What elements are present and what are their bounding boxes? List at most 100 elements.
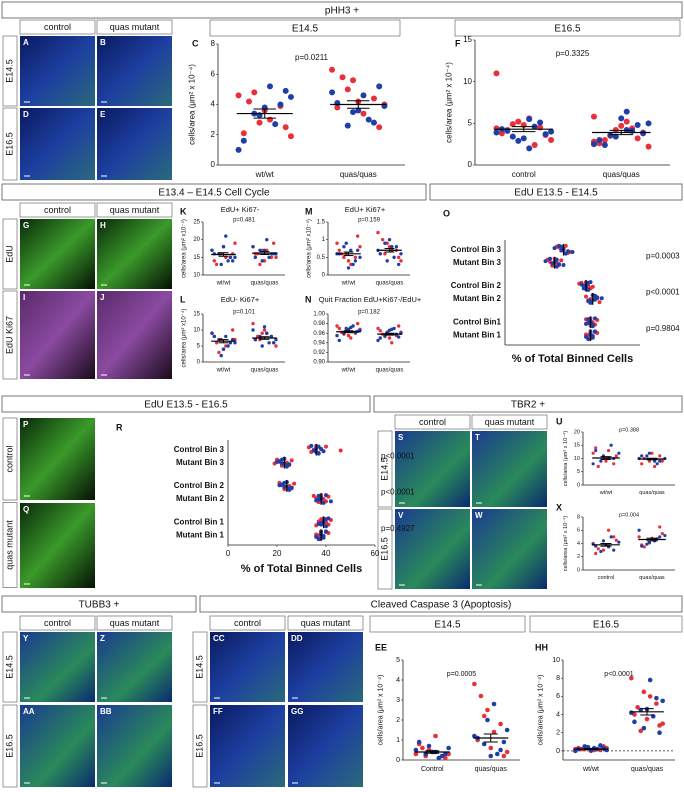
data-point [599,549,603,554]
data-point [599,296,604,301]
data-point [654,695,659,701]
data-point [599,459,603,463]
y-tick-label: 0 [468,160,473,169]
data-point [396,262,401,267]
panel-letter: W [475,511,483,520]
data-point [282,87,289,94]
data-point [478,693,484,699]
data-point [262,328,267,332]
y-tick-label: 6 [556,693,560,700]
section-title: Cleaved Caspase 3 (Apoptosis) [371,600,512,611]
data-point [399,252,403,256]
data-point [233,255,237,260]
y-tick-label: 0 [322,273,326,279]
column-label: control [44,205,71,215]
data-point [498,721,503,727]
data-point [350,77,357,84]
data-point [594,448,598,453]
data-point [321,535,326,540]
x-tick-label: quas/quas [340,170,377,179]
data-point [617,540,621,544]
micrograph [20,108,95,180]
p-value: p<0.0001 [646,288,680,297]
data-point [214,341,219,345]
data-point [219,262,223,267]
data-point [501,753,507,759]
data-point [328,499,333,504]
y-tick-label: 0.90 [313,360,325,366]
data-point [277,483,282,488]
data-point [365,116,372,123]
x-tick-label: quas/quas [251,368,279,374]
data-point [355,248,360,252]
micrograph [472,431,547,507]
row-label: E16.5 [4,734,14,758]
data-point [233,241,237,245]
data-point [355,234,360,238]
data-point [329,89,336,96]
y-tick-label: 5 [197,344,201,350]
data-point [413,747,419,753]
row-label: EdU Ki67 [4,316,14,354]
y-tick-label: 4 [577,541,580,547]
data-point [376,124,383,131]
column-label-box [19,19,96,35]
data-point [387,237,392,242]
data-point [233,341,237,345]
column-label-box [96,202,173,218]
panel-letter: GG [291,707,303,716]
panel-letter: K [180,206,187,216]
micrograph [210,705,285,787]
panel-letter: N [305,294,312,304]
data-point [339,74,346,81]
y-tick-label: 8 [211,39,216,48]
y-tick-label: 10 [552,657,560,664]
data-point [275,459,279,464]
data-point [396,255,401,260]
panel-letter: BB [100,707,112,716]
data-point [498,747,503,753]
panel-letter: C [192,38,199,48]
data-point [346,327,351,332]
data-point [387,328,392,333]
data-point [493,125,500,132]
category-label: Mutant Bin 3 [453,258,502,267]
data-point [598,743,603,748]
data-point [426,743,432,749]
data-point [228,255,233,260]
panel-letter: Z [100,634,105,643]
section-title: TUBB3 + [79,600,120,611]
data-point [346,266,351,270]
y-tick-label: 15 [463,35,472,44]
column-label-box [96,19,173,35]
data-point [378,336,383,340]
row-label: E16.5 [4,132,14,156]
data-point [591,462,595,466]
data-point [217,350,221,355]
data-point [370,95,377,102]
data-point [586,317,591,322]
y-tick-label: 15 [193,255,200,261]
x-tick-label: wt/wt [341,368,356,374]
p-value: p=0.481 [233,218,256,224]
y-tick-label: 10 [193,328,200,334]
data-point [543,259,548,264]
data-point [594,551,598,556]
data-point [392,326,396,331]
data-point [311,493,316,498]
data-point [380,237,385,242]
data-point [274,337,278,342]
data-point [596,137,603,143]
data-point [251,321,255,326]
data-point [658,459,662,463]
data-point [650,451,654,455]
data-point [591,451,595,455]
row-label-box [192,704,208,788]
panel-letter: J [100,293,104,302]
data-point [584,321,588,326]
data-point [552,246,557,251]
data-point [623,108,630,115]
data-point [485,707,490,713]
data-point [658,525,662,529]
data-point [228,341,233,345]
